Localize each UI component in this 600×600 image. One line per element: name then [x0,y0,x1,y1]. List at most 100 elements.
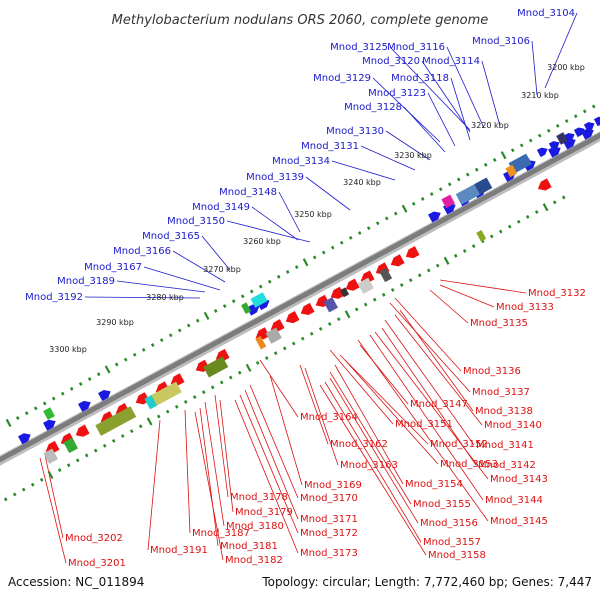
tick-mark [309,331,314,336]
tick-mark [213,309,218,313]
tick-mark [435,263,440,268]
tick-mark [542,203,549,212]
gene-label: Mnod_3136 [463,366,521,377]
gene-feature [593,116,600,127]
gene-feature [78,400,91,412]
gene-feature [203,356,229,378]
gene-label: Mnod_3162 [330,439,388,450]
tick-mark [354,307,359,312]
tick-mark [462,249,467,253]
kbp-label: 3210 kbp [521,91,559,100]
tick-mark [507,224,512,229]
tick-mark [534,210,539,214]
tick-mark [69,386,74,391]
leader-lines [39,12,578,564]
tick-mark [552,200,557,205]
tick-mark [546,128,551,133]
tick-mark [401,204,408,213]
gene-label: Mnod_3148 [219,187,277,198]
gene-label: Mnod_3157 [423,537,481,548]
tick-mark [321,250,326,255]
gene-label: Mnod_3129 [313,73,371,84]
gene-feature [270,319,285,332]
tick-mark [165,409,170,414]
tick-mark [285,270,290,274]
genome-backbone [0,131,600,466]
tick-mark [483,162,488,167]
gene-feature [250,292,268,308]
tick-mark [114,362,119,367]
tick-mark [393,211,398,216]
tick-mark [66,463,71,468]
kbp-label: 3250 kbp [294,210,332,219]
tick-mark [443,256,450,265]
tick-mark [120,434,125,438]
tick-mark [42,401,47,406]
tick-mark [192,395,197,399]
gene-feature [265,327,282,344]
gene-feature [144,394,158,410]
tick-mark [237,370,242,375]
tick-mark [264,356,269,361]
gene-label: Mnod_3149 [192,202,250,213]
tick-mark [384,216,389,221]
tick-mark [471,244,476,249]
tick-mark [5,418,12,428]
gene-feature [246,304,260,316]
tick-mark [231,299,236,304]
tick-mark [12,492,17,497]
gene-feature [428,211,441,223]
tick-mark [174,404,179,409]
tick-mark [60,391,65,396]
gene-label: Mnod_3139 [246,172,304,183]
tick-mark [33,406,38,411]
tick-mark [177,328,182,333]
gene-label: Mnod_3164 [300,412,358,423]
gene-label: Mnod_3154 [405,479,463,490]
gene-label: Mnod_3181 [220,541,278,552]
gene-label: Mnod_3145 [490,516,548,527]
kbp-label: 3290 kbp [96,318,134,327]
gene-label: Mnod_3192 [25,292,83,303]
gene-label: Mnod_3151 [395,419,453,430]
tick-mark [399,283,404,287]
tick-mark [222,304,227,308]
gene-feature [548,141,560,151]
tick-mark [203,311,210,320]
gene-feature [505,164,518,178]
gene-label: Mnod_3187 [192,528,250,539]
tick-mark [375,221,380,226]
tick-mark [123,357,128,362]
gene-label: Mnod_3172 [300,528,358,539]
tick-mark [366,226,371,231]
gene-feature [405,246,420,259]
tick-mark [447,182,452,187]
tick-mark [258,284,263,289]
tick-mark [372,297,377,302]
tick-mark [183,399,188,404]
tick-mark [489,234,494,239]
gene-label: Mnod_3178 [230,492,288,503]
kbp-label: 3200 kbp [547,63,585,72]
tick-mark [564,119,569,123]
tick-mark [201,390,206,395]
gene-feature [556,132,568,145]
tick-mark [336,317,341,322]
tick-mark [429,192,434,196]
tick-mark [417,273,422,278]
tick-mark [93,448,98,453]
tick-marks [3,104,596,502]
gene-feature [581,128,594,140]
tick-mark [573,114,578,119]
kbp-label: 3270 kbp [203,265,241,274]
tick-mark [327,322,332,326]
gene-label: Mnod_3171 [300,514,358,525]
kbp-label: 3240 kbp [343,178,381,187]
gene-feature [323,297,339,313]
gene-feature [43,419,56,431]
tick-mark [255,361,260,365]
gene-label: Mnod_3144 [485,495,543,506]
gene-feature [583,122,595,132]
tick-mark [300,336,305,341]
